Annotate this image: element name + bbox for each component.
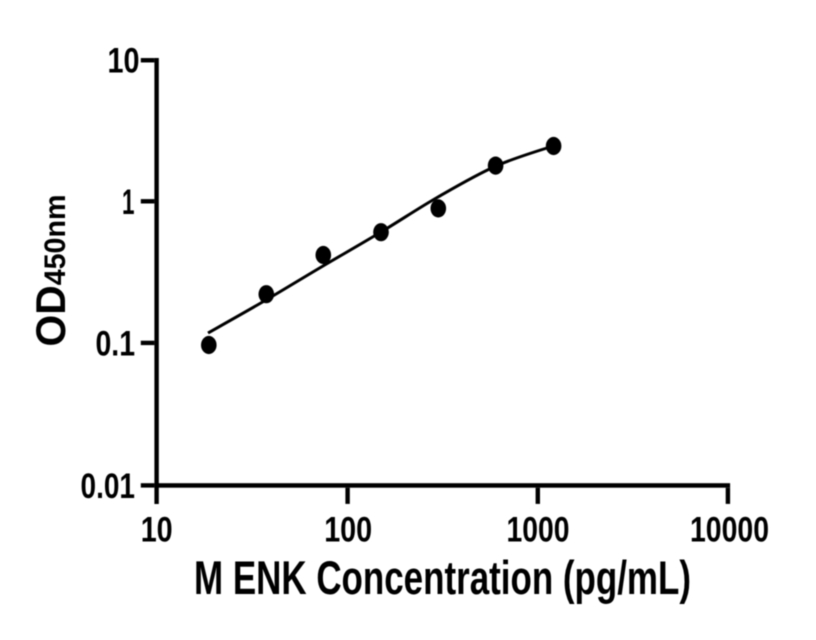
svg-text:1: 1 (122, 183, 135, 222)
svg-text:0.01: 0.01 (81, 467, 136, 506)
svg-text:10: 10 (108, 42, 140, 81)
svg-text:10: 10 (141, 510, 173, 549)
svg-text:0.1: 0.1 (96, 324, 136, 363)
svg-text:10000: 10000 (690, 510, 769, 549)
svg-text:100: 100 (324, 510, 372, 549)
svg-text:1000: 1000 (507, 510, 570, 549)
svg-text:M ENK Concentration (pg/mL): M ENK Concentration (pg/mL) (194, 552, 691, 605)
